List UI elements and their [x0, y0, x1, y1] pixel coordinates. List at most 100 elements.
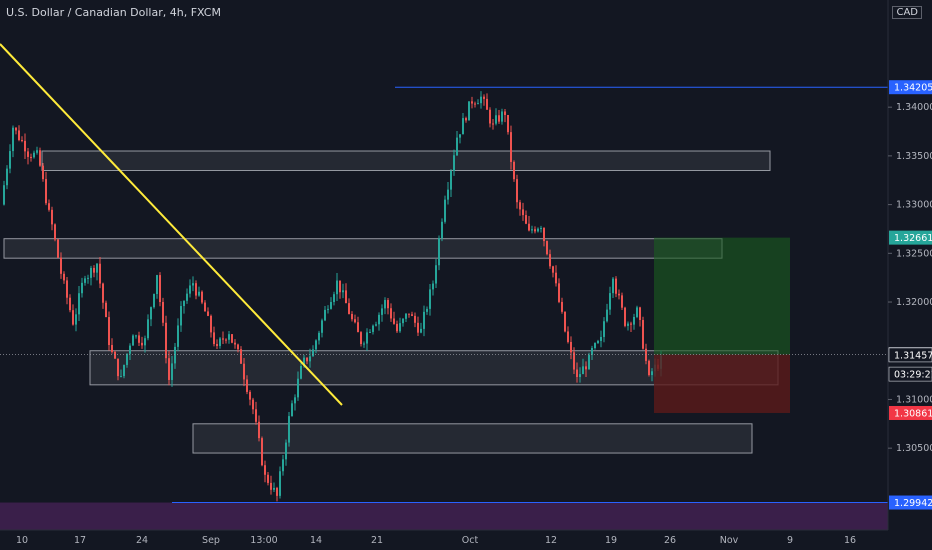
candle-body	[120, 376, 122, 378]
candle-body	[78, 293, 80, 315]
candle-body	[600, 336, 602, 341]
x-tick-label: 9	[787, 535, 793, 546]
candle-body	[54, 224, 56, 240]
candle-body	[330, 302, 332, 309]
candle-body	[126, 353, 128, 365]
candle-body	[519, 202, 521, 210]
candle-body	[264, 465, 266, 475]
candle-body	[222, 338, 224, 340]
candle-body	[456, 137, 458, 156]
candle-body	[255, 409, 257, 422]
price-tag	[889, 405, 932, 420]
price-tag-label: 1.31457	[894, 350, 932, 361]
candle-body	[312, 349, 314, 357]
candle-body	[180, 306, 182, 326]
candle-body	[225, 339, 227, 341]
candle-body	[207, 311, 209, 316]
candle-body	[249, 391, 251, 400]
y-tick-label: 1.32500	[896, 248, 932, 259]
candle-body	[609, 293, 611, 310]
currency-label[interactable]: CAD	[892, 6, 922, 19]
candle-body	[192, 283, 194, 286]
candle-body	[165, 322, 167, 359]
candle-body	[261, 438, 263, 466]
candle-body	[375, 324, 377, 326]
candle-body	[636, 307, 638, 317]
candle-body	[357, 322, 359, 333]
candle-body	[336, 280, 338, 295]
price-tag-label: 1.29942	[894, 498, 932, 509]
candle-body	[273, 487, 275, 490]
candle-body	[33, 152, 35, 158]
candle-body	[498, 115, 500, 122]
candle-body	[294, 397, 296, 404]
x-tick-label: 26	[664, 535, 676, 546]
candle-body	[237, 344, 239, 350]
overlays	[0, 43, 888, 504]
x-tick-label: 24	[136, 535, 148, 546]
candle-body	[471, 101, 473, 104]
trendline	[0, 43, 343, 406]
candle-body	[219, 338, 221, 346]
candle-body	[12, 127, 14, 152]
candle-body	[516, 179, 518, 203]
candle-body	[360, 332, 362, 344]
candle-body	[348, 303, 350, 314]
candle-body	[501, 111, 503, 122]
candle-body	[426, 308, 428, 312]
candle-body	[111, 345, 113, 352]
y-tick-label: 1.30500	[896, 443, 932, 454]
candle-body	[117, 358, 119, 377]
candle-body	[42, 165, 44, 180]
candle-body	[594, 343, 596, 349]
price-tag	[888, 347, 932, 363]
y-tick-label: 1.33000	[896, 200, 932, 211]
candle-body	[570, 341, 572, 353]
candle-body	[48, 203, 50, 210]
candle-body	[267, 474, 269, 483]
candle-body	[108, 317, 110, 346]
candle-body	[468, 101, 470, 121]
x-tick-label: 16	[844, 535, 856, 546]
candle-body	[378, 314, 380, 325]
price-tag	[889, 495, 932, 510]
candle-body	[480, 96, 482, 104]
candle-body	[243, 363, 245, 380]
x-tick-label: 19	[605, 535, 617, 546]
price-tag-label: 03:29:21	[894, 370, 932, 381]
candle-body	[486, 98, 488, 110]
candle-body	[603, 321, 605, 337]
sr-zone	[3, 238, 723, 259]
candle-body	[96, 263, 98, 273]
candle-body	[282, 459, 284, 472]
candle-body	[441, 221, 443, 239]
candle-body	[321, 320, 323, 333]
candle-body	[327, 308, 329, 310]
candle-body	[552, 266, 554, 273]
stop-box	[654, 354, 790, 413]
candle-body	[546, 241, 548, 255]
candle-body	[297, 378, 299, 398]
price-tag-label: 1.30861	[894, 408, 932, 419]
candle-body	[315, 340, 317, 350]
sr-zone	[192, 423, 753, 454]
sr-zone	[41, 150, 771, 171]
candle-body	[72, 310, 74, 325]
candle-body	[234, 342, 236, 345]
candle-body	[132, 335, 134, 346]
candle-body	[429, 289, 431, 309]
candle-body	[144, 338, 146, 346]
candle-body	[423, 311, 425, 329]
price-tag	[888, 366, 932, 382]
candle-body	[513, 161, 515, 180]
candle-body	[582, 366, 584, 375]
candle-body	[66, 280, 68, 298]
candle-body	[30, 156, 32, 158]
candle-body	[90, 267, 92, 278]
candle-body	[369, 331, 371, 333]
candle-body	[318, 332, 320, 341]
candle-body	[102, 283, 104, 303]
candle-body	[84, 278, 86, 283]
